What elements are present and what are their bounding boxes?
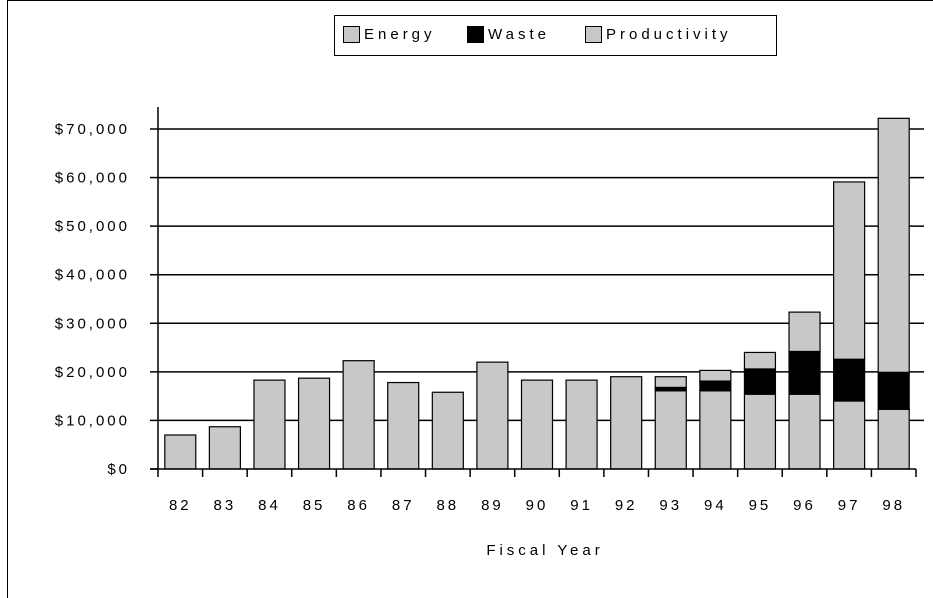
y-tick-label: $60,000 [55, 170, 130, 187]
bar-energy-94 [699, 390, 732, 470]
x-tick-label: 94 [704, 497, 727, 514]
bar-waste-94 [699, 380, 732, 392]
bar-energy-87 [387, 381, 420, 470]
bar-energy-86 [342, 360, 375, 470]
x-tick-label: 87 [392, 497, 415, 514]
chart-frame [7, 0, 933, 598]
bar-energy-92 [610, 376, 643, 470]
bar-energy-91 [565, 379, 598, 470]
bar-energy-89 [476, 361, 509, 470]
x-tick-label: 92 [615, 497, 638, 514]
bars [164, 117, 910, 470]
x-tick-label: 83 [214, 497, 237, 514]
legend-item-productivity: Productivity [585, 24, 732, 44]
bar-productivity-98 [877, 117, 910, 373]
y-tick-label: $50,000 [55, 218, 130, 235]
legend-label-energy: Energy [364, 25, 436, 43]
bar-energy-98 [877, 408, 910, 470]
legend-item-energy: Energy [343, 24, 436, 44]
bar-productivity-96 [788, 311, 821, 353]
y-tick-label: $0 [107, 461, 130, 478]
bar-energy-82 [164, 434, 197, 470]
legend-swatch-productivity [585, 25, 602, 43]
bar-energy-93 [654, 390, 687, 470]
x-tick-label: 89 [481, 497, 504, 514]
bar-waste-96 [788, 350, 821, 395]
y-tick-label: $70,000 [55, 121, 130, 138]
legend-label-productivity: Productivity [606, 25, 732, 43]
bar-productivity-95 [743, 351, 777, 370]
bar-energy-85 [297, 377, 331, 470]
x-axis-title: Fiscal Year [486, 542, 603, 559]
bar-energy-90 [520, 379, 554, 470]
bar-productivity-93 [654, 376, 687, 389]
y-tick-label: $20,000 [55, 364, 130, 381]
x-tick-label: 84 [258, 497, 281, 514]
x-axis-ticks: 82 83 84 85 86 87 88 89 90 91 92 93 94 95 96 97 98 [157, 469, 917, 514]
x-tick-label: 85 [303, 497, 326, 514]
bar-energy-83 [208, 426, 241, 470]
bar-energy-96 [788, 393, 821, 470]
bar-waste-97 [833, 358, 866, 402]
legend-swatch-energy [343, 25, 360, 43]
x-tick-label: 97 [838, 497, 861, 514]
x-tick-label: 93 [659, 497, 682, 514]
x-tick-label: 98 [882, 497, 905, 514]
bar-energy-84 [253, 379, 286, 470]
x-tick-label: 91 [570, 497, 593, 514]
x-tick-label: 95 [749, 497, 772, 514]
x-tick-label: 86 [347, 497, 370, 514]
legend-item-waste: Waste [467, 24, 550, 44]
y-tick-label: $10,000 [55, 412, 130, 429]
y-tick-label: $30,000 [55, 315, 130, 332]
x-tick-label: 82 [169, 497, 192, 514]
y-axis-ticks: $0 $10,000 $20,000 $30,000 $40,000 $50,000 $60… [55, 121, 158, 478]
x-tick-label: 90 [526, 497, 549, 514]
x-tick-label: 96 [793, 497, 816, 514]
bar-waste-98 [877, 371, 910, 410]
bar-energy-95 [743, 393, 777, 470]
bar-energy-88 [431, 391, 464, 470]
legend-label-waste: Waste [488, 25, 550, 43]
bar-waste-95 [743, 368, 777, 395]
y-tick-label: $40,000 [55, 267, 130, 284]
legend-swatch-waste [467, 25, 484, 43]
bar-productivity-97 [833, 181, 866, 360]
bar-productivity-94 [699, 369, 732, 382]
x-tick-label: 88 [436, 497, 459, 514]
legend: Energy Waste Productivity [334, 15, 777, 56]
bar-energy-97 [833, 400, 866, 470]
